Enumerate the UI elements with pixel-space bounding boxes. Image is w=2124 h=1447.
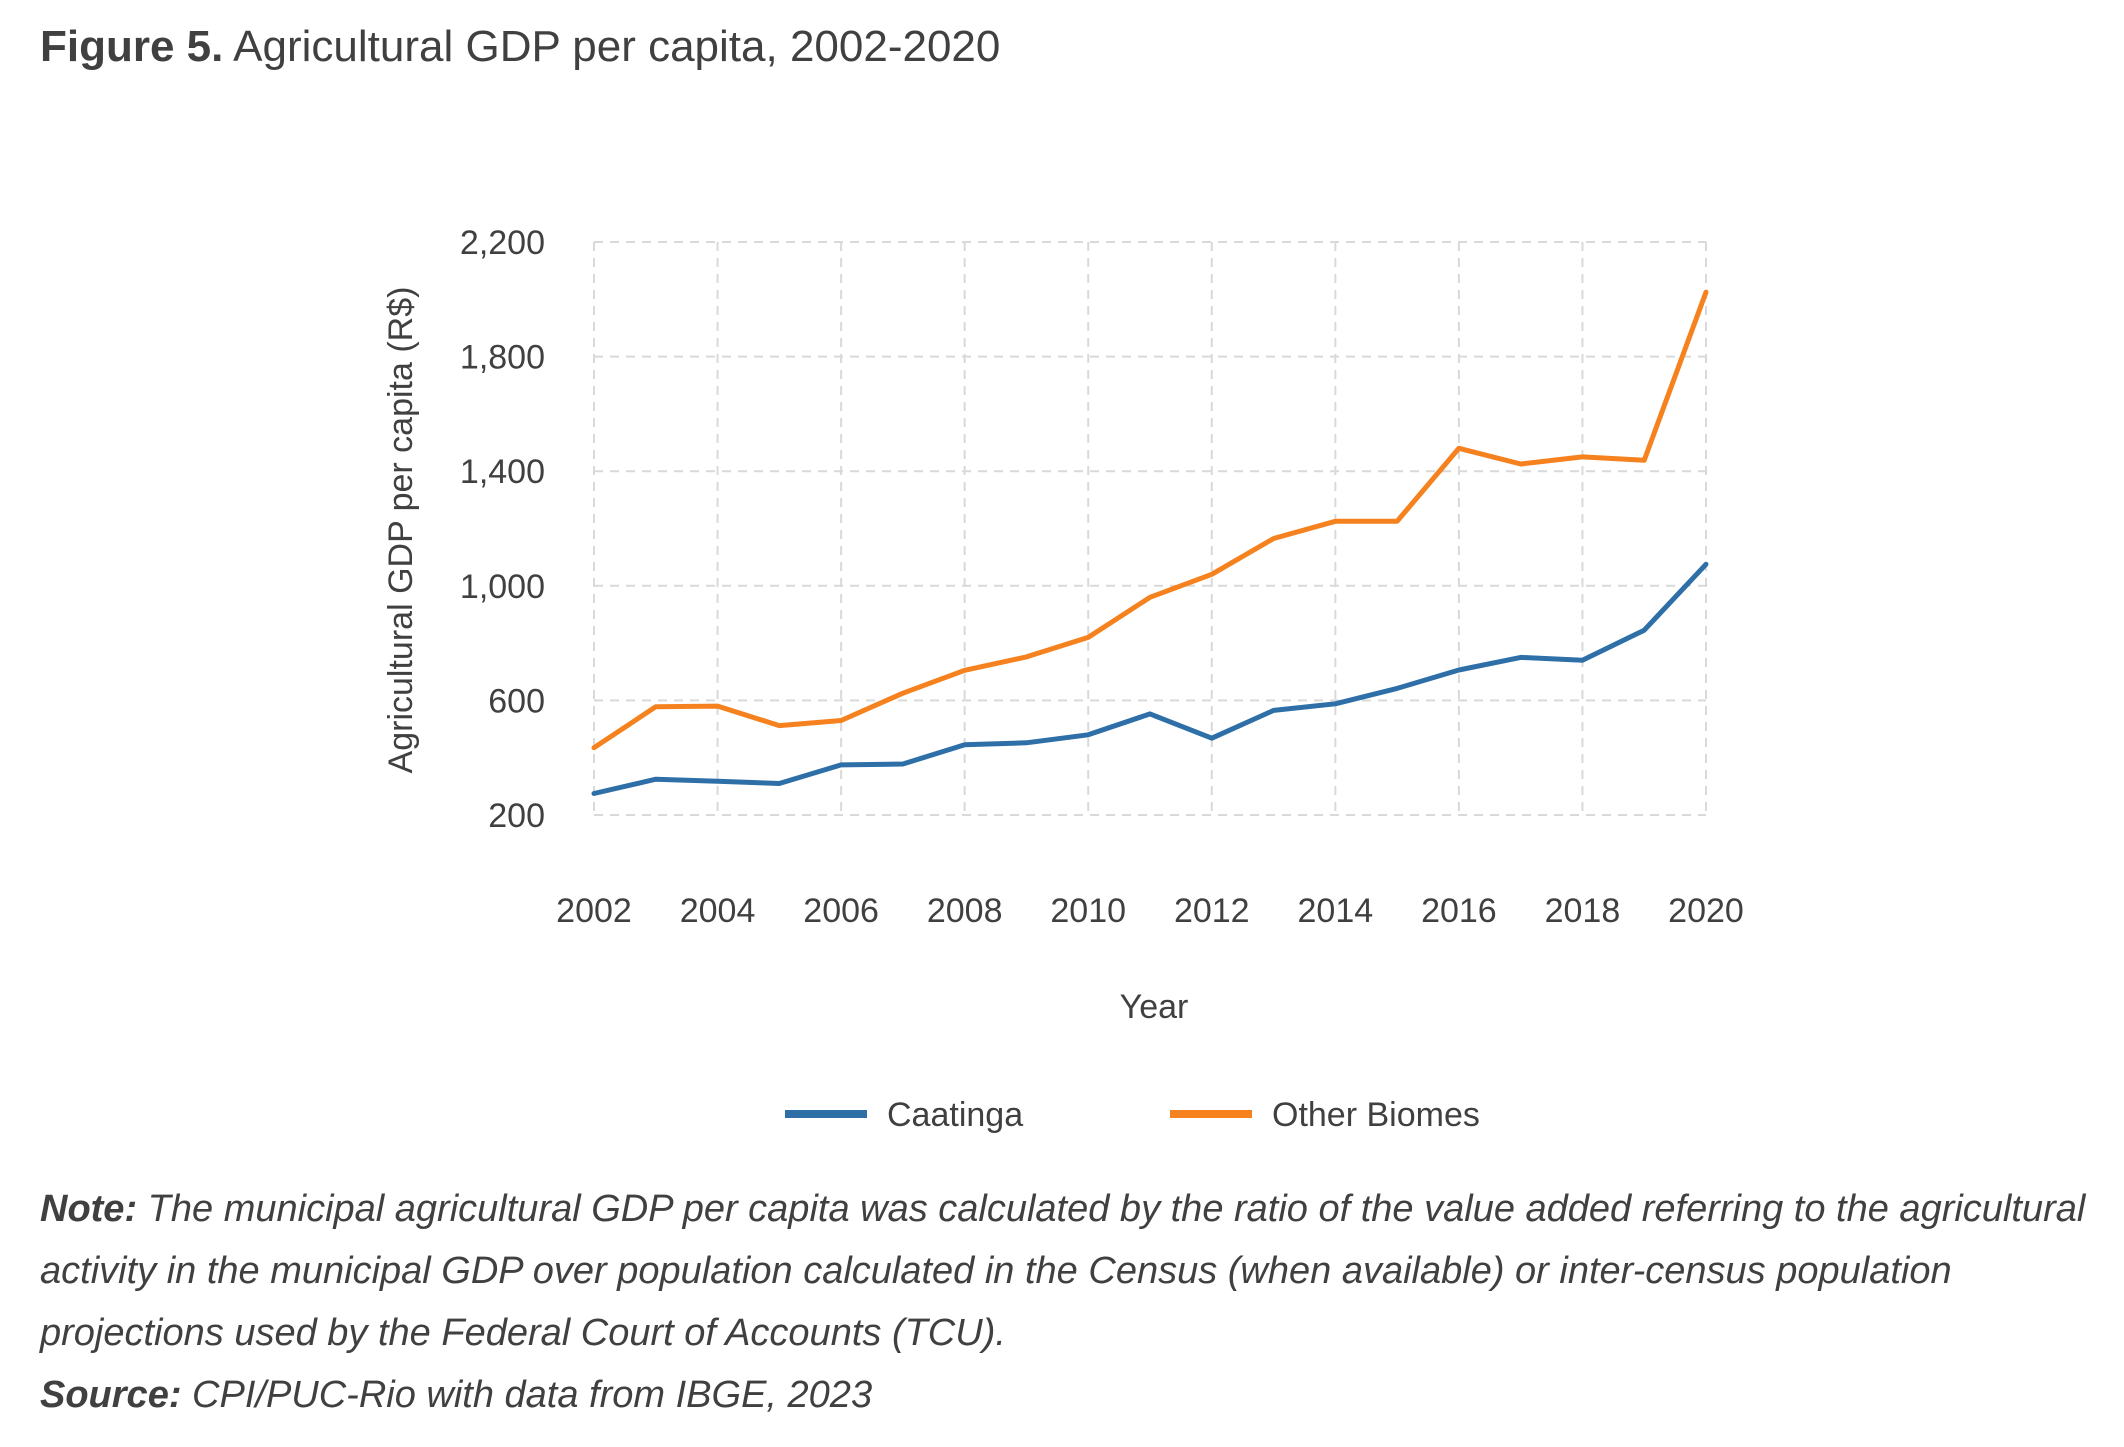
y-tick-label: 600 xyxy=(488,682,545,720)
figure-label: Figure 5. xyxy=(40,22,224,71)
x-tick-label: 2010 xyxy=(1050,892,1126,930)
y-tick-label: 1,000 xyxy=(460,568,545,606)
note-block: Note: The municipal agricultural GDP per… xyxy=(40,1178,2100,1426)
source-label: Source: xyxy=(40,1374,182,1416)
y-tick-label: 200 xyxy=(488,797,545,835)
x-tick-label: 2004 xyxy=(680,892,756,930)
y-tick-label: 2,200 xyxy=(460,224,545,262)
x-tick-label: 2018 xyxy=(1545,892,1621,930)
x-tick-label: 2006 xyxy=(803,892,879,930)
y-axis-title: Agricultural GDP per capita (R$) xyxy=(382,287,420,774)
x-tick-label: 2008 xyxy=(927,892,1003,930)
figure-title: Figure 5. Agricultural GDP per capita, 2… xyxy=(40,22,1000,72)
legend-label: Other Biomes xyxy=(1272,1096,1480,1134)
x-tick-label: 2016 xyxy=(1421,892,1497,930)
series-line-other-biomes xyxy=(591,289,1709,751)
x-tick-label: 2014 xyxy=(1298,892,1374,930)
y-tick-label: 1,400 xyxy=(460,453,545,491)
x-tick-label: 2002 xyxy=(556,892,632,930)
source-paragraph: Source: CPI/PUC-Rio with data from IBGE,… xyxy=(40,1364,2100,1426)
note-text: The municipal agricultural GDP per capit… xyxy=(40,1188,2086,1354)
legend-label: Caatinga xyxy=(887,1096,1023,1134)
y-tick-label: 1,800 xyxy=(460,339,545,377)
note-label: Note: xyxy=(40,1188,138,1230)
x-tick-label: 2020 xyxy=(1668,892,1744,930)
series-line-caatinga xyxy=(591,561,1709,796)
figure-title-text: Agricultural GDP per capita, 2002-2020 xyxy=(233,22,1001,71)
grid-layer xyxy=(593,241,1707,816)
x-tick-labels: 2002 2004 2006 2008 2010 2012 2014 2016 2018 2020 xyxy=(556,892,1744,930)
series-layer xyxy=(591,289,1709,796)
note-paragraph: Note: The municipal agricultural GDP per… xyxy=(40,1178,2100,1364)
source-text: CPI/PUC-Rio with data from IBGE, 2023 xyxy=(181,1374,873,1416)
y-tick-labels: 200 600 1,000 1,400 1,800 2,200 xyxy=(460,224,545,835)
legend: Caatinga Other Biomes xyxy=(785,1096,1480,1134)
x-tick-label: 2012 xyxy=(1174,892,1250,930)
x-axis-title: Year xyxy=(1120,988,1189,1026)
